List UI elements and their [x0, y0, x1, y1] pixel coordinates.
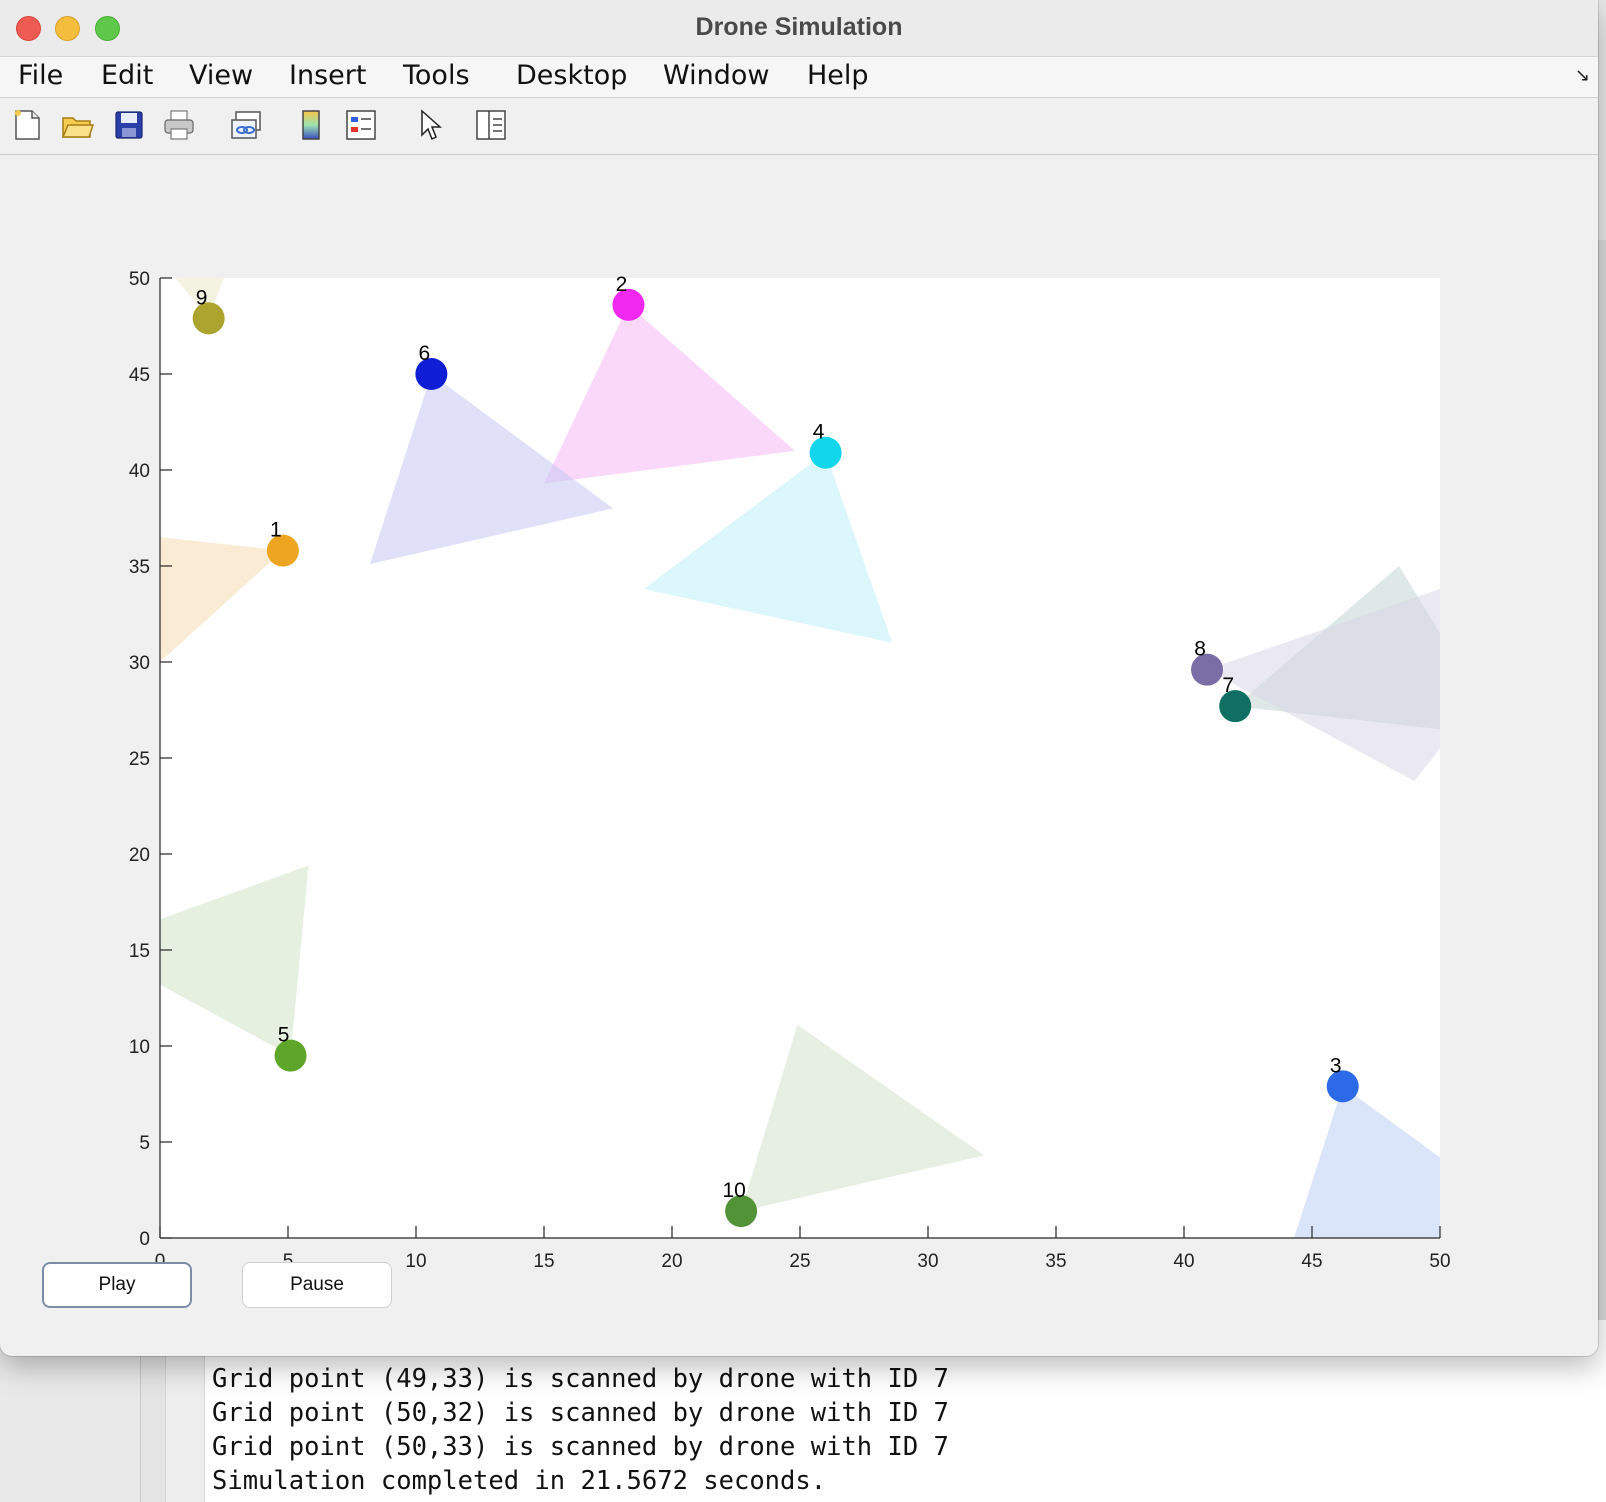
background-window-edge	[1598, 240, 1606, 1320]
drone-5-marker[interactable]	[274, 1039, 307, 1072]
title-bar[interactable]: Drone Simulation	[0, 0, 1598, 57]
drone-10-sensor-cone	[741, 1024, 985, 1212]
drone-8-label: 8	[1194, 638, 1206, 661]
drone-1-marker[interactable]	[266, 534, 299, 567]
drone-6-label: 6	[419, 342, 431, 365]
menu-desktop[interactable]: Desktop	[516, 60, 628, 91]
x-tick-label: 35	[1045, 1251, 1066, 1272]
drone-5-label: 5	[278, 1024, 290, 1047]
plot-area: 0510152025303540455005101520253035404550…	[129, 269, 1451, 1272]
figure-toolbar	[0, 98, 1598, 155]
x-tick-label: 45	[1301, 1251, 1322, 1272]
drone-3-label: 3	[1330, 1054, 1342, 1077]
drone-4-label: 4	[813, 421, 825, 444]
console-line: Grid point (50,33) is scanned by drone w…	[212, 1432, 949, 1462]
y-tick-label: 40	[129, 461, 150, 482]
y-tick-label: 15	[129, 941, 150, 962]
y-tick-label: 0	[139, 1229, 150, 1250]
x-tick-label: 0	[155, 1251, 166, 1272]
maximize-window-button[interactable]	[95, 16, 120, 41]
drone-7-marker[interactable]	[1219, 690, 1252, 723]
minimize-window-button[interactable]	[55, 16, 80, 41]
x-tick-label: 5	[283, 1251, 294, 1272]
y-tick-label: 35	[129, 557, 150, 578]
drone-2-label: 2	[616, 273, 628, 296]
x-tick-label: 20	[661, 1251, 682, 1272]
x-tick-label: 50	[1429, 1251, 1450, 1272]
play-button[interactable]: Play	[42, 1262, 192, 1308]
drone-2-sensor-cone	[544, 304, 795, 484]
drone-9-marker[interactable]	[192, 302, 225, 335]
drone-3-sensor-cone	[1294, 1086, 1440, 1238]
x-tick-label: 10	[405, 1251, 426, 1272]
new-figure-icon[interactable]	[10, 108, 44, 142]
menu-edit[interactable]: Edit	[101, 60, 154, 91]
console-output: Grid point (49,33) is scanned by drone w…	[212, 1362, 949, 1498]
drone-10-marker[interactable]	[725, 1195, 758, 1228]
drone-9-label: 9	[196, 286, 208, 309]
window-title: Drone Simulation	[695, 13, 903, 41]
y-tick-label: 45	[129, 365, 150, 386]
drone-8-marker[interactable]	[1191, 653, 1224, 686]
y-tick-label: 5	[139, 1133, 150, 1154]
drone-6-sensor-cone	[369, 374, 614, 565]
x-tick-label: 30	[917, 1251, 938, 1272]
drone-8-sensor-cone	[1207, 589, 1440, 781]
edit-plot-pointer-icon[interactable]	[412, 108, 446, 142]
y-tick-label: 25	[129, 749, 150, 770]
drone-7-label: 7	[1222, 674, 1234, 697]
pause-button[interactable]: Pause	[242, 1262, 392, 1308]
y-tick-label: 50	[129, 269, 150, 290]
menu-help[interactable]: Help	[807, 60, 869, 91]
close-window-button[interactable]	[16, 16, 41, 41]
console-line: Grid point (50,32) is scanned by drone w…	[212, 1398, 949, 1428]
menu-insert[interactable]: Insert	[289, 60, 367, 91]
console-line: Simulation completed in 21.5672 seconds.	[212, 1466, 827, 1496]
drone-3-marker[interactable]	[1326, 1070, 1359, 1103]
figure-window: Drone Simulation File Edit View Insert T…	[0, 0, 1598, 1308]
drone-5-sensor-cone	[160, 865, 309, 1056]
drone-1-sensor-cone	[160, 537, 283, 662]
y-tick-label: 10	[129, 1037, 150, 1058]
drone-4-marker[interactable]	[809, 436, 842, 469]
insert-colorbar-icon[interactable]	[294, 108, 328, 142]
menu-bar: File Edit View Insert Tools Desktop Wind…	[0, 57, 1598, 98]
insert-legend-icon[interactable]	[344, 108, 378, 142]
drone-6-marker[interactable]	[415, 358, 448, 390]
menu-view[interactable]: View	[189, 60, 254, 91]
menu-file[interactable]: File	[18, 60, 64, 91]
link-plot-icon[interactable]	[230, 108, 264, 142]
property-inspector-icon[interactable]	[474, 108, 508, 142]
y-tick-label: 30	[129, 653, 150, 674]
drone-10-label: 10	[722, 1179, 745, 1202]
open-file-icon[interactable]	[60, 108, 94, 142]
menu-window[interactable]: Window	[663, 60, 770, 91]
print-icon[interactable]	[162, 108, 196, 142]
drone-4-sensor-cone	[643, 452, 893, 643]
save-icon[interactable]	[112, 108, 146, 142]
dock-figure-icon[interactable]: ↘	[1574, 65, 1590, 85]
drone-1-label: 1	[270, 519, 282, 542]
y-tick-label: 20	[129, 845, 150, 866]
console-line: Grid point (49,33) is scanned by drone w…	[212, 1364, 949, 1394]
x-tick-label: 25	[789, 1251, 810, 1272]
x-tick-label: 40	[1173, 1251, 1194, 1272]
x-tick-label: 15	[533, 1251, 554, 1272]
menu-tools[interactable]: Tools	[403, 60, 470, 91]
drone-2-marker[interactable]	[612, 288, 645, 321]
